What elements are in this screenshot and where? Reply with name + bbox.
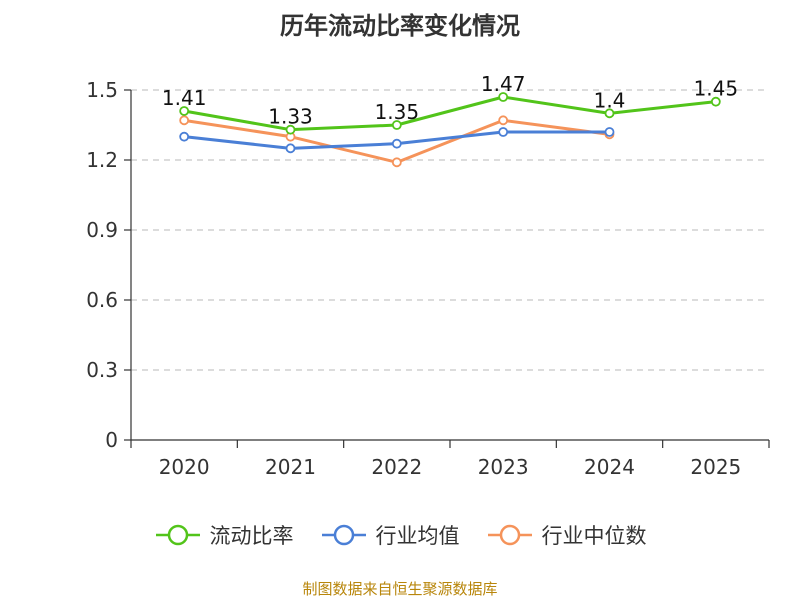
legend-swatch-current-ratio — [155, 524, 200, 546]
data-point — [604, 108, 615, 119]
legend-item-industry-mean[interactable]: 行业均值 — [320, 520, 460, 550]
data-point — [498, 115, 509, 126]
legend-label-industry-mean: 行业均值 — [375, 524, 460, 548]
data-point — [498, 127, 509, 137]
data-label: 1.41 — [162, 86, 207, 110]
series-line — [183, 95, 716, 132]
data-point — [391, 120, 402, 130]
y-tick-label: 0.6 — [86, 288, 118, 312]
x-tick-label: 2024 — [584, 455, 635, 479]
chart-title: 历年流动比率变化情况 — [280, 12, 520, 40]
data-label: 1.33 — [268, 105, 313, 129]
y-tick-label: 0 — [105, 428, 118, 452]
data-label: 1.35 — [375, 100, 420, 124]
y-tick-label: 0.3 — [86, 358, 118, 382]
x-tick-label: 2023 — [478, 455, 529, 479]
y-tick-label: 1.5 — [86, 78, 118, 102]
legend-item-current-ratio[interactable]: 流动比率 — [154, 520, 294, 550]
data-point — [179, 131, 190, 142]
data-label: 1.45 — [694, 77, 739, 101]
data-label: 1.4 — [594, 88, 626, 112]
source-note: 制图数据来自恒生聚源数据库 — [302, 580, 498, 598]
legend-item-industry-median[interactable]: 行业中位数 — [486, 520, 647, 550]
data-point — [604, 127, 615, 137]
data-point — [391, 138, 402, 149]
legend-swatch-industry-median — [487, 524, 532, 546]
x-tick-label: 2022 — [371, 455, 422, 479]
data-point — [179, 115, 190, 126]
x-tick-label: 2020 — [159, 455, 210, 479]
legend-label-industry-median: 行业中位数 — [541, 524, 647, 548]
data-label: 1.47 — [481, 72, 526, 96]
data-labels: 1.41 1.33 1.35 1.47 1.4 1.45 — [162, 72, 738, 129]
legend-swatch-industry-mean — [321, 524, 366, 546]
data-point — [498, 92, 509, 102]
data-point — [285, 124, 296, 135]
legend-label-current-ratio: 流动比率 — [209, 524, 294, 548]
data-point — [179, 106, 190, 116]
series-lines — [179, 92, 721, 168]
grid-lines — [131, 89, 769, 371]
y-tick-label: 1.2 — [86, 148, 118, 172]
y-tick-label: 0.9 — [86, 218, 118, 242]
data-point — [285, 143, 296, 154]
axes: 0 0.3 0.6 0.9 1.2 1.5 2020 2021 2022 2023 2024 2025 — [86, 78, 770, 479]
data-point — [391, 157, 402, 168]
data-point — [710, 96, 721, 107]
x-tick-label: 2021 — [265, 455, 316, 479]
legend: 流动比率 行业均值 行业中位数 — [0, 520, 800, 550]
x-tick-label: 2025 — [690, 455, 741, 479]
